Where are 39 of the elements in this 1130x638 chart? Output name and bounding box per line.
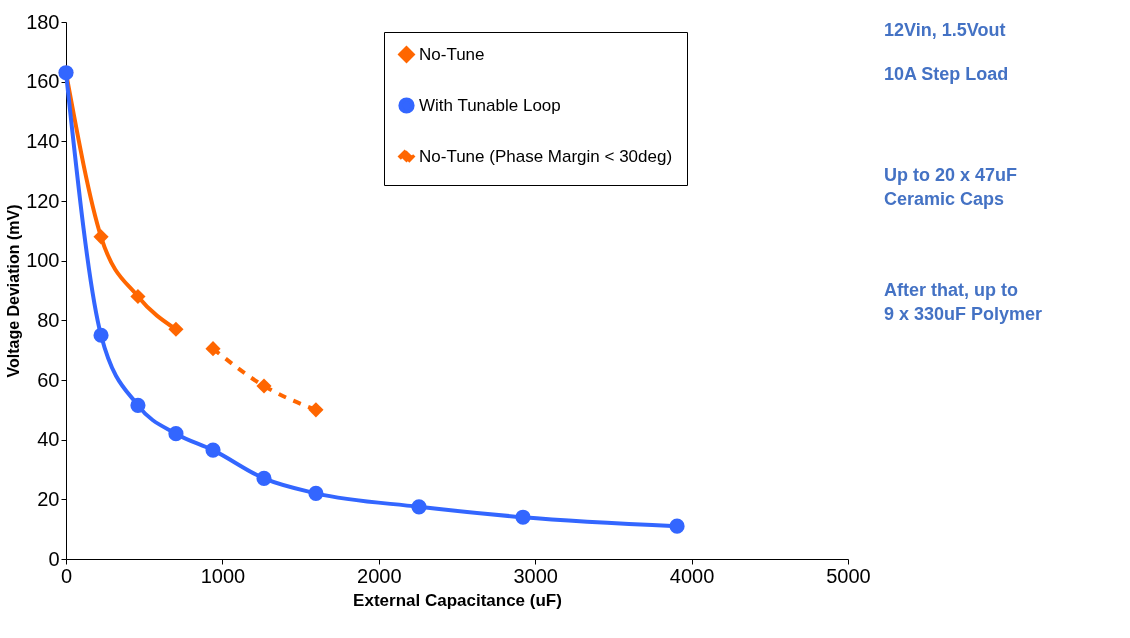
point [93,327,109,343]
y-axis-title: Voltage Deviation (mV) [5,204,23,378]
y-tick-label: 80 [37,308,60,331]
point [308,402,324,418]
point [205,341,221,357]
y-tick-label: 0 [48,547,60,570]
y-tick-label: 100 [26,249,60,272]
x-axis-title: External Capacitance (uF) [353,590,562,610]
x-tick-label: 3000 [513,564,558,587]
point [256,470,272,487]
y-tick-label: 160 [26,70,60,93]
legend-label: No-Tune (Phase Margin < 30deg) [419,146,673,166]
y-tick-label: 140 [26,129,60,152]
y-tick-label: 180 [26,10,60,33]
text: Up to 20 x 47uF Ceramic Caps [884,165,1018,209]
x-tick-label: 1000 [200,564,246,587]
text: 12Vin, 1.5Vout [884,20,1006,40]
point [308,485,324,501]
text: After that, up to 9 x 330uF Polymer [884,280,1043,324]
x-tick-label: 5000 [826,564,871,587]
point [515,509,531,525]
x-tick-label: 2000 [357,564,402,587]
x-tick-label: 4000 [669,564,715,587]
y-tick-label: 40 [37,428,60,451]
text: 10A Step Load [884,64,1009,84]
point [93,229,109,245]
point [168,426,184,442]
point [256,378,272,394]
point [130,397,146,413]
point [205,442,221,458]
y-tick-label: 60 [37,368,60,391]
legend-label: No-Tune [419,44,485,64]
point [168,321,184,337]
y-tick-label: 20 [37,487,60,510]
point [669,518,685,534]
y-tick-label: 120 [26,189,60,212]
legend-label: With Tunable Loop [419,95,561,115]
point [130,288,146,305]
point [411,499,427,515]
